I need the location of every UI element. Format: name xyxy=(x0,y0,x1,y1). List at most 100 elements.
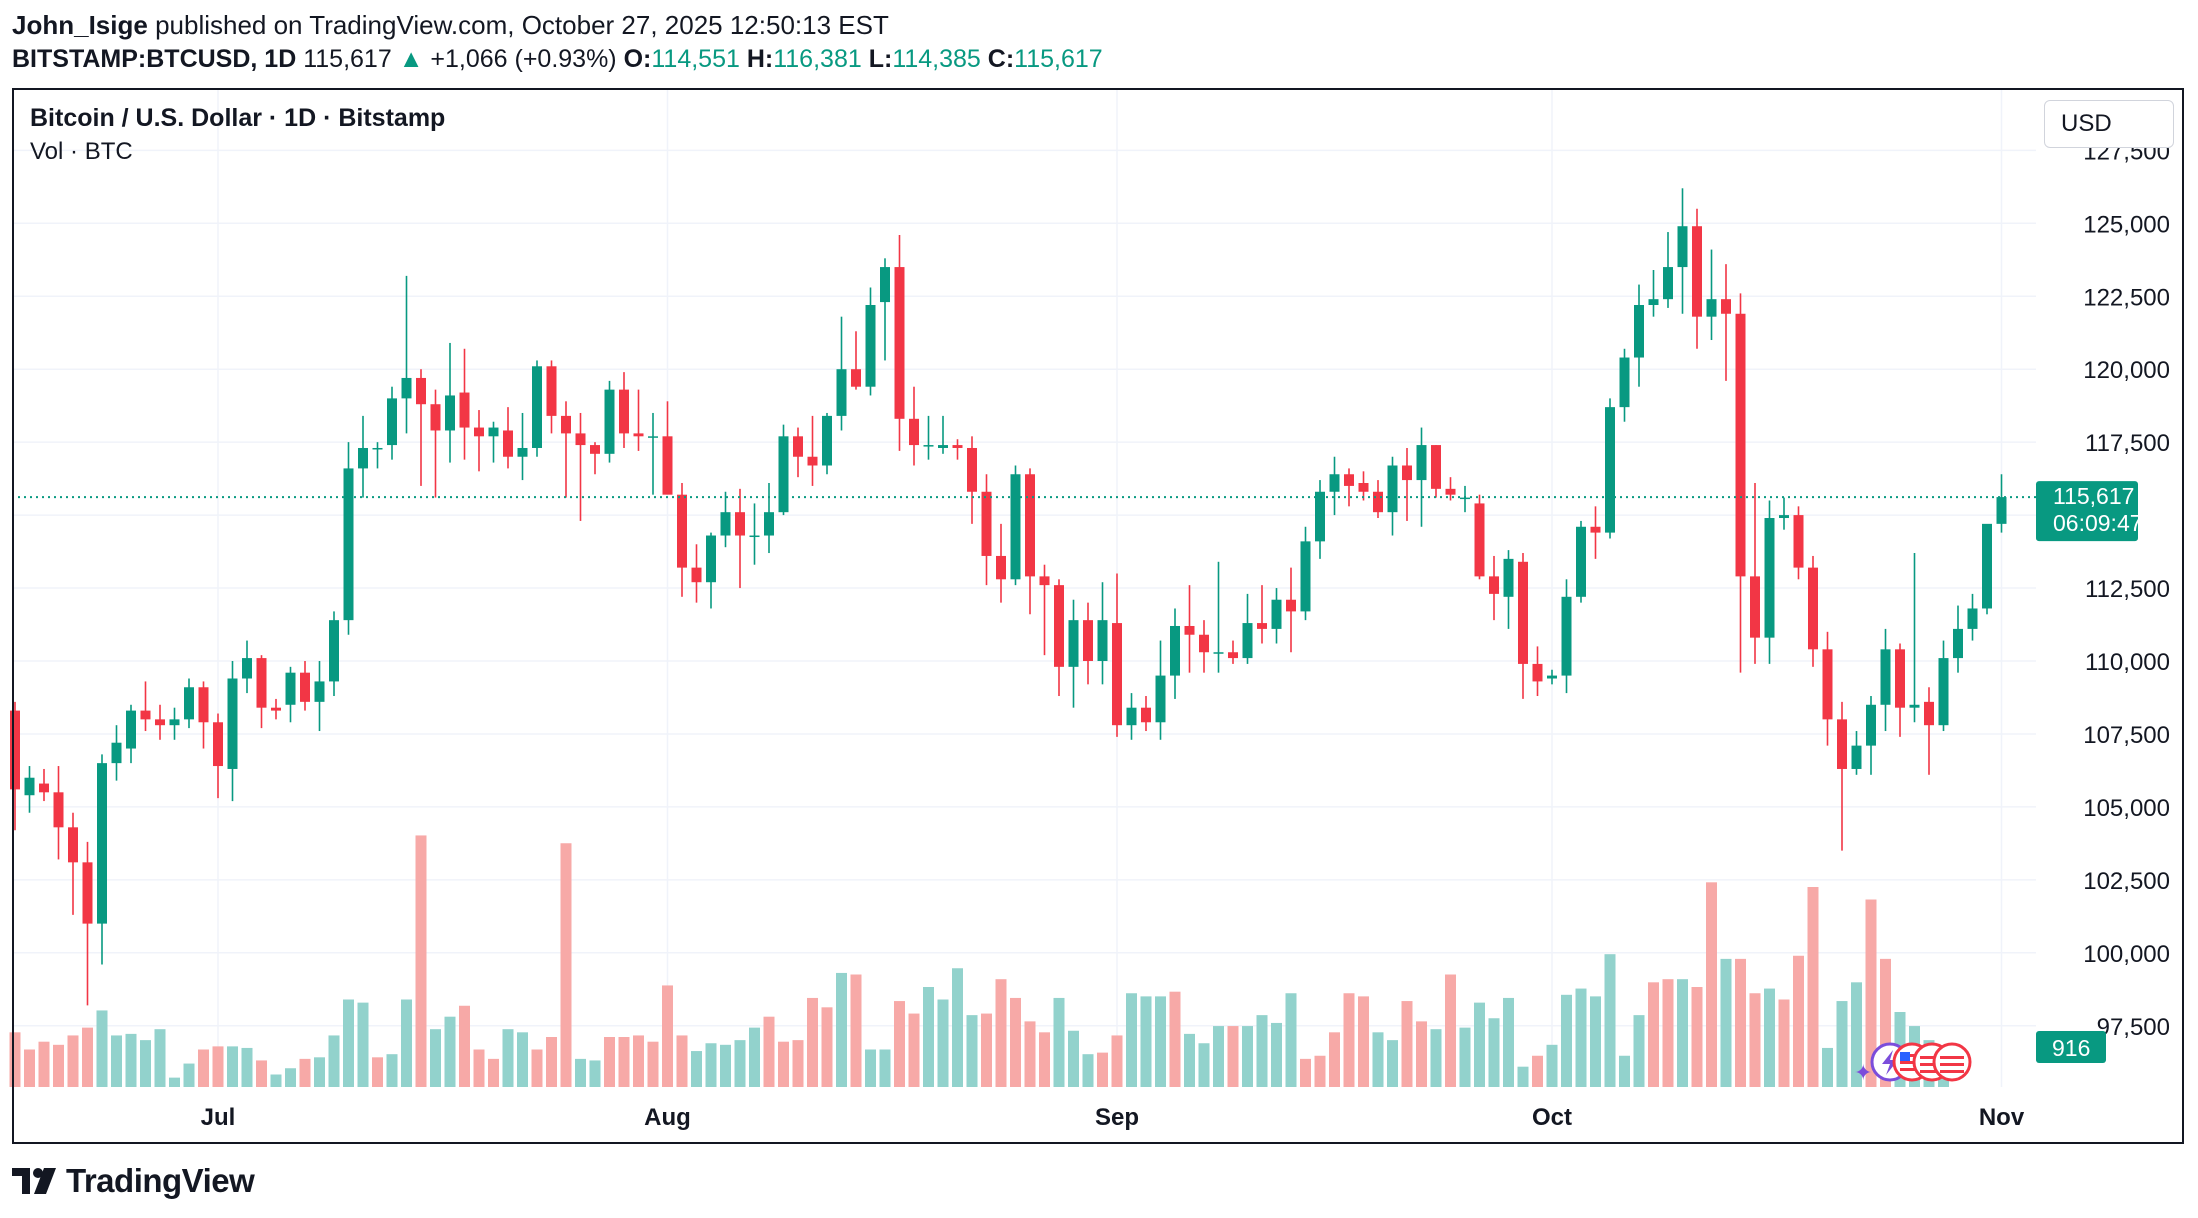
candle-body xyxy=(793,436,803,457)
candle-body xyxy=(1924,701,1934,726)
candle-body xyxy=(1576,526,1586,597)
candle-body xyxy=(445,395,455,431)
candle xyxy=(140,681,151,732)
candle xyxy=(996,523,1006,603)
volume-bar xyxy=(1184,1033,1195,1087)
time-axis: Jul Aug Sep Oct Nov xyxy=(201,1104,2025,1131)
volume-bar xyxy=(1749,993,1761,1087)
candle-body xyxy=(1648,299,1659,306)
volume-label: Vol · BTC xyxy=(30,138,133,165)
volume-bar xyxy=(502,1029,514,1087)
candle-body xyxy=(198,687,209,723)
candle-body xyxy=(938,445,948,448)
volume-bar xyxy=(1111,1035,1123,1087)
candle xyxy=(329,611,339,697)
publish-text: published on TradingView.com, October 27… xyxy=(155,10,889,40)
candle xyxy=(909,386,919,466)
candle xyxy=(184,678,194,729)
volume-bar xyxy=(256,1060,267,1087)
volume-bar xyxy=(1169,991,1181,1087)
candle-body xyxy=(1938,658,1949,726)
candle xyxy=(300,661,310,711)
volume-bar xyxy=(357,1002,369,1087)
candle-body xyxy=(1184,625,1195,635)
candle xyxy=(1880,628,1891,732)
candle xyxy=(1721,264,1731,381)
volume-tag: 916 xyxy=(2036,1031,2106,1063)
volume-bar xyxy=(1677,979,1688,1087)
tradingview-brand: TradingView xyxy=(66,1162,255,1199)
candle xyxy=(242,640,252,694)
volume-bar xyxy=(966,1015,978,1087)
candle xyxy=(517,412,528,481)
footer-brand[interactable]: TradingView xyxy=(12,1162,255,1200)
volume-bar xyxy=(1271,1022,1282,1087)
candle xyxy=(1982,523,1992,615)
price-tag: 115,617 06:09:47 xyxy=(2036,481,2143,542)
candle-body xyxy=(503,430,513,457)
volume-bar xyxy=(1140,996,1152,1087)
candle xyxy=(1329,456,1340,516)
candle-body xyxy=(1344,474,1354,486)
publish-info: John_Isige published on TradingView.com,… xyxy=(12,8,889,42)
candle xyxy=(1590,506,1601,559)
volume-bar xyxy=(1300,1058,1311,1087)
candle-body xyxy=(343,468,354,621)
candle xyxy=(416,369,426,486)
candle-body xyxy=(1126,707,1137,726)
candle-body xyxy=(1083,620,1093,661)
candle xyxy=(97,754,107,965)
candle xyxy=(503,407,513,469)
candle xyxy=(1126,693,1137,740)
candle-body xyxy=(1677,226,1688,268)
volume-bar xyxy=(1807,887,1819,1087)
price-tick-label: 117,500 xyxy=(2085,430,2170,457)
time-tick-label: Jul xyxy=(201,1104,236,1131)
open-label: O: xyxy=(623,45,652,73)
volume-bar xyxy=(749,1027,760,1087)
candle xyxy=(1010,465,1021,586)
event-icons[interactable]: ✦ xyxy=(1854,1042,1972,1085)
volume-bar xyxy=(1633,1015,1645,1087)
candle xyxy=(213,713,223,799)
candle-body xyxy=(1619,357,1630,408)
candle xyxy=(1851,731,1862,775)
volume-bar xyxy=(401,999,412,1087)
candle-body xyxy=(1155,675,1166,723)
volume-bar xyxy=(850,974,862,1087)
volume-bar xyxy=(125,1033,137,1087)
volume-bar xyxy=(140,1040,151,1087)
author-name[interactable]: John_Isige xyxy=(12,10,148,40)
volume-bar xyxy=(1329,1032,1340,1087)
candle xyxy=(1155,640,1166,740)
candle-body xyxy=(1692,226,1702,317)
volume-bar xyxy=(1706,882,1717,1087)
currency-button[interactable]: USD xyxy=(2044,100,2174,148)
candle-body xyxy=(242,658,252,679)
candle xyxy=(169,707,180,740)
volume-bar xyxy=(1314,1055,1326,1087)
volume-bar xyxy=(531,1049,543,1087)
candle xyxy=(285,666,296,723)
candle xyxy=(938,415,948,454)
candle-body xyxy=(1373,491,1383,513)
candle xyxy=(271,698,281,720)
candle-body xyxy=(981,491,992,556)
candle xyxy=(1634,284,1644,387)
candle-body xyxy=(488,427,499,437)
candle-body xyxy=(1010,474,1021,580)
candle xyxy=(1083,602,1093,685)
candle-body xyxy=(416,377,426,405)
candle-body xyxy=(836,369,847,416)
price-axis: 97,500 100,000 102,500 105,000 107,500 110,00… xyxy=(2083,138,2170,1040)
candle xyxy=(1474,494,1485,580)
price-tick-label: 110,000 xyxy=(2085,649,2170,676)
candle xyxy=(1112,573,1122,737)
candle-body xyxy=(1228,652,1238,659)
volume-bar xyxy=(1778,999,1790,1087)
volume-bar xyxy=(1619,1055,1630,1087)
candle-body xyxy=(1329,474,1340,492)
candle xyxy=(1213,561,1224,673)
candle-body xyxy=(1706,299,1717,317)
